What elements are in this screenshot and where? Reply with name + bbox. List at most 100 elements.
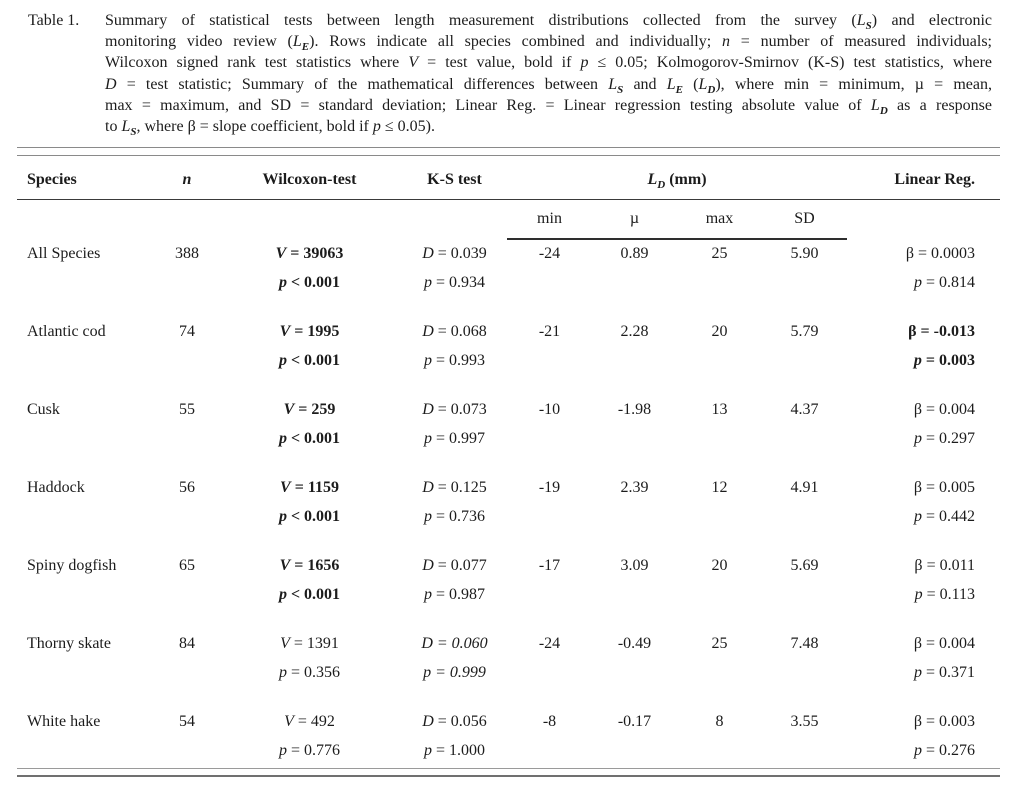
n-cell: 84 xyxy=(179,635,195,652)
n-cell: 65 xyxy=(179,557,195,574)
species-cell: Spiny dogfish xyxy=(27,557,117,574)
col-header-species: Species xyxy=(27,171,77,188)
min-cell: -10 xyxy=(538,401,561,418)
linreg-cell: β = 0.003 p = 0.276 xyxy=(913,713,975,759)
mu-cell: 2.39 xyxy=(620,479,649,496)
wilcoxon-cell: V = 492 p = 0.776 xyxy=(278,713,341,759)
col-subheader-sd: SD xyxy=(794,210,815,227)
min-cell: -24 xyxy=(538,635,561,652)
wilcoxon-cell: V = 1159 p < 0.001 xyxy=(278,479,341,525)
col-header-ks: K-S test xyxy=(427,171,482,188)
ks-cell: D = 0.056 p = 1.000 xyxy=(422,713,487,759)
caption-line: max = maximum, and SD = standard deviati… xyxy=(105,96,993,117)
table-row: All Species 388 V = 39063 p < 0.001 D = 0.0… xyxy=(17,239,1000,317)
ks-cell: D = 0.077 p = 0.987 xyxy=(422,557,487,603)
table-row: Atlantic cod 74 V = 1995 p < 0.001 D = 0.06… xyxy=(17,317,1000,395)
sd-cell: 5.90 xyxy=(790,245,819,262)
sd-cell: 5.79 xyxy=(790,323,819,340)
table-header-row: Species n Wilcoxon-test K-S test LD (mm) … xyxy=(17,171,1000,192)
species-cell: White hake xyxy=(27,713,101,730)
max-cell: 20 xyxy=(711,323,728,340)
col-subheader-min: min xyxy=(537,210,562,227)
header-rule xyxy=(17,199,1000,200)
mu-cell: -0.49 xyxy=(617,635,652,652)
wilcoxon-cell: V = 1656 p < 0.001 xyxy=(278,557,341,603)
min-cell: -24 xyxy=(538,245,561,262)
linreg-cell: β = 0.004 p = 0.297 xyxy=(913,401,975,447)
caption-line: Wilcoxon signed rank test statistics whe… xyxy=(105,54,993,72)
table-body: All Species 388 V = 39063 p < 0.001 D = 0.0… xyxy=(17,239,1000,785)
sd-cell: 5.69 xyxy=(790,557,819,574)
table-bottom-rule-1 xyxy=(17,768,1000,769)
n-cell: 54 xyxy=(179,713,195,730)
mu-cell: 2.28 xyxy=(620,323,649,340)
col-header-linreg: Linear Reg. xyxy=(894,171,975,188)
sd-cell: 3.55 xyxy=(790,713,819,730)
table-subheader-row: min µ max SD xyxy=(17,210,1000,228)
min-cell: -17 xyxy=(538,557,561,574)
n-cell: 74 xyxy=(179,323,195,340)
caption-line: Summary of statistical tests between len… xyxy=(105,12,993,33)
linreg-cell: β = 0.0003 p = 0.814 xyxy=(905,245,975,291)
wilcoxon-cell: V = 39063 p < 0.001 xyxy=(275,245,344,291)
table-caption: Table 1. Summary of statistical tests be… xyxy=(28,10,993,139)
min-cell: -8 xyxy=(542,713,557,730)
ks-cell: D = 0.060 p = 0.999 xyxy=(421,635,488,681)
n-cell: 388 xyxy=(175,245,199,262)
caption-line: to LS, where β = slope coefficient, bold… xyxy=(105,118,435,139)
table-row: Cusk 55 V = 259 p < 0.001 D = 0.073 p = 0.99… xyxy=(17,395,1000,473)
ks-cell: D = 0.125 p = 0.736 xyxy=(422,479,487,525)
species-cell: Haddock xyxy=(27,479,85,496)
table-bottom-rule-2 xyxy=(17,775,1000,777)
sd-cell: 7.48 xyxy=(790,635,819,652)
linreg-cell: β = 0.005 p = 0.442 xyxy=(913,479,975,525)
ks-cell: D = 0.073 p = 0.997 xyxy=(422,401,487,447)
max-cell: 12 xyxy=(711,479,728,496)
min-cell: -21 xyxy=(538,323,561,340)
ks-cell: D = 0.039 p = 0.934 xyxy=(422,245,487,291)
wilcoxon-cell: V = 1391 p = 0.356 xyxy=(278,635,341,681)
mu-cell: 0.89 xyxy=(620,245,649,262)
table-top-rule-1 xyxy=(17,147,1000,148)
caption-line: D = test statistic; Summary of the mathe… xyxy=(105,75,993,96)
linreg-cell: β = 0.004 p = 0.371 xyxy=(913,635,975,681)
max-cell: 13 xyxy=(711,401,728,418)
max-cell: 25 xyxy=(711,245,728,262)
subheader-rule xyxy=(507,238,847,240)
table-caption-body: Summary of statistical tests between len… xyxy=(105,10,993,139)
mu-cell: -1.98 xyxy=(617,401,652,418)
col-header-ld: LD (mm) xyxy=(647,171,707,192)
wilcoxon-cell: V = 1995 p < 0.001 xyxy=(278,323,341,369)
sd-cell: 4.91 xyxy=(790,479,819,496)
table-row: Spiny dogfish 65 V = 1656 p < 0.001 D = 0.0… xyxy=(17,551,1000,629)
col-header-n: n xyxy=(182,171,192,188)
ks-cell: D = 0.068 p = 0.993 xyxy=(422,323,487,369)
col-subheader-max: max xyxy=(705,210,734,227)
n-cell: 55 xyxy=(179,401,195,418)
table-top-rule-2 xyxy=(17,155,1000,156)
species-cell: Atlantic cod xyxy=(27,323,106,340)
col-header-wilcoxon: Wilcoxon-test xyxy=(262,171,357,188)
linreg-cell: β = 0.011 p = 0.113 xyxy=(914,557,975,603)
linreg-cell: β = -0.013 p = 0.003 xyxy=(908,323,975,369)
table-row: Thorny skate 84 V = 1391 p = 0.356 D = 0.06… xyxy=(17,629,1000,707)
max-cell: 25 xyxy=(711,635,728,652)
species-cell: Cusk xyxy=(27,401,60,418)
max-cell: 20 xyxy=(711,557,728,574)
n-cell: 56 xyxy=(179,479,195,496)
mu-cell: 3.09 xyxy=(620,557,649,574)
species-cell: Thorny skate xyxy=(27,635,111,652)
min-cell: -19 xyxy=(538,479,561,496)
table-row: Haddock 56 V = 1159 p < 0.001 D = 0.125 p = … xyxy=(17,473,1000,551)
stats-table: Species n Wilcoxon-test K-S test LD (mm) … xyxy=(17,147,1000,792)
wilcoxon-cell: V = 259 p < 0.001 xyxy=(278,401,341,447)
table-caption-label: Table 1. xyxy=(28,12,80,29)
max-cell: 8 xyxy=(715,713,724,730)
table-row: White hake 54 V = 492 p = 0.776 D = 0.056 p… xyxy=(17,707,1000,785)
col-subheader-mu: µ xyxy=(629,210,640,227)
mu-cell: -0.17 xyxy=(617,713,652,730)
sd-cell: 4.37 xyxy=(790,401,819,418)
caption-line: monitoring video review (LE). Rows indic… xyxy=(105,33,992,54)
species-cell: All Species xyxy=(27,245,101,262)
